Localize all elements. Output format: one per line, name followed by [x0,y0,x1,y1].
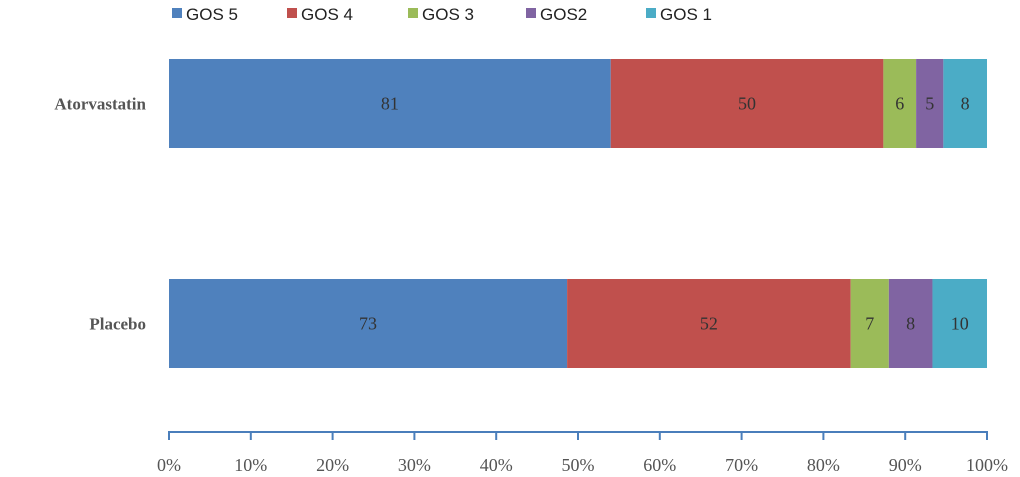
bar-segment [169,59,611,148]
bar-segment [888,279,933,368]
legend-swatch [526,8,536,18]
x-tick-label: 0% [157,455,181,475]
x-tick-label: 90% [889,455,922,475]
x-tick-label: 50% [562,455,595,475]
x-tick-label: 30% [398,455,431,475]
x-tick-label: 70% [725,455,758,475]
bar-segment [883,59,917,148]
data-label: 81 [381,94,399,114]
legend-label: GOS 3 [422,5,474,24]
data-label: 73 [359,314,377,334]
data-label: 5 [925,94,934,114]
legend-label: GOS2 [540,5,587,24]
data-label: 50 [738,94,756,114]
bar-segment [610,59,884,148]
x-tick-label: 100% [966,455,1008,475]
data-label: 8 [961,94,970,114]
legend-swatch [408,8,418,18]
data-label: 8 [906,314,915,334]
bar-segment [169,279,568,368]
x-tick-label: 40% [480,455,513,475]
bar-segment [567,279,851,368]
legend-label: GOS 1 [660,5,712,24]
category-label: Atorvastatin [54,95,146,114]
legend-label: GOS 4 [301,5,353,24]
data-label: 7 [865,314,874,334]
bar-segment [943,59,987,148]
x-tick-label: 60% [643,455,676,475]
data-label: 52 [700,314,718,334]
bar-segment [932,279,987,368]
legend-swatch [172,8,182,18]
x-tick-label: 20% [316,455,349,475]
x-tick-label: 80% [807,455,840,475]
data-label: 10 [951,314,969,334]
category-label: Placebo [89,315,146,334]
legend-label: GOS 5 [186,5,238,24]
legend-swatch [287,8,297,18]
x-tick-label: 10% [234,455,267,475]
bar-segment [916,59,944,148]
bar-segment [850,279,889,368]
legend-swatch [646,8,656,18]
data-label: 6 [895,94,904,114]
